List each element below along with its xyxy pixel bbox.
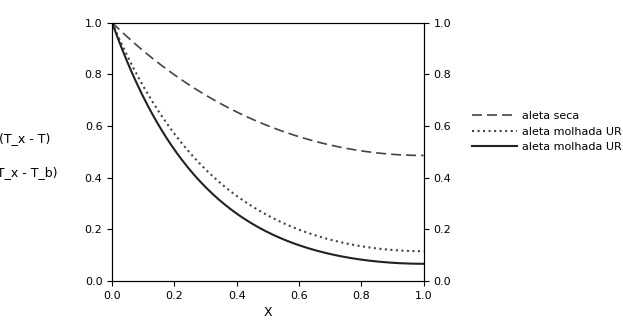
aleta molhada UR= 100% (258, 227, 265, 231)
aleta molhada UR = 50% (256, 209, 264, 213)
aleta molhada UR= 100% (108, 21, 116, 25)
aleta molhada UR = 50% (277, 220, 285, 224)
Line: aleta molhada UR = 50%: aleta molhada UR = 50% (112, 23, 424, 251)
aleta molhada UR= 100% (294, 243, 302, 247)
aleta seca (258, 121, 265, 125)
aleta seca (412, 153, 420, 157)
aleta seca (108, 21, 116, 25)
aleta molhada UR = 50% (108, 21, 116, 25)
Line: aleta seca: aleta seca (112, 23, 424, 155)
aleta molhada UR= 100% (364, 258, 371, 262)
aleta seca (256, 121, 264, 125)
Text: (T_x - T): (T_x - T) (0, 132, 50, 145)
Text: (T_x - T_b): (T_x - T_b) (0, 166, 58, 179)
aleta molhada UR = 50% (412, 249, 420, 253)
aleta seca (294, 134, 302, 138)
aleta molhada UR= 100% (256, 226, 264, 230)
aleta molhada UR = 50% (258, 210, 265, 214)
Line: aleta molhada UR= 100%: aleta molhada UR= 100% (112, 23, 424, 264)
aleta molhada UR= 100% (412, 262, 420, 266)
aleta molhada UR = 50% (294, 227, 302, 231)
aleta molhada UR= 100% (420, 262, 427, 266)
X-axis label: X: X (264, 306, 272, 319)
aleta molhada UR = 50% (364, 245, 371, 249)
aleta molhada UR= 100% (277, 236, 285, 240)
aleta seca (277, 129, 285, 132)
aleta seca (364, 150, 371, 154)
Legend: aleta seca, aleta molhada UR = 50%, aleta molhada UR= 100%: aleta seca, aleta molhada UR = 50%, alet… (467, 106, 623, 158)
aleta seca (420, 153, 427, 157)
aleta molhada UR = 50% (420, 249, 427, 253)
